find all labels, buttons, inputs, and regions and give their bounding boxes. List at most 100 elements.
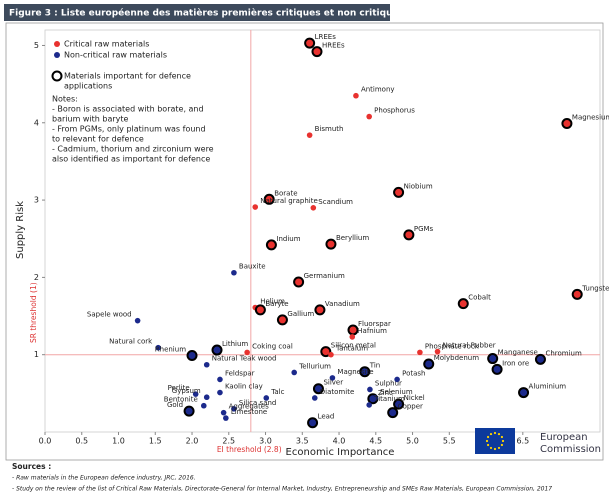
- point-label: Nickel: [404, 394, 425, 402]
- point: [155, 344, 162, 351]
- point-label: Silica sand: [239, 399, 276, 407]
- point-label: Lead: [318, 413, 335, 421]
- point-label: Cobalt: [468, 294, 491, 302]
- point: [263, 395, 270, 401]
- defence-point: [534, 353, 546, 365]
- point: [291, 369, 297, 376]
- point: [328, 351, 334, 358]
- point-label: LREEs: [315, 33, 337, 41]
- eu-star: [489, 446, 493, 450]
- legend-marker: [54, 52, 60, 58]
- chart-frame: [5, 22, 604, 461]
- point-label: Indium: [276, 235, 300, 243]
- legend-marker: [54, 41, 60, 47]
- defence-point: [211, 344, 223, 356]
- point: [329, 375, 336, 381]
- defence-point: [403, 229, 415, 241]
- point-label: Beryllium: [336, 234, 369, 242]
- x-tick-label: 2.5: [222, 437, 235, 446]
- y-axis-label: Supply Risk: [15, 201, 26, 259]
- point-label: Coking coal: [252, 342, 293, 350]
- eu-star: [485, 439, 489, 443]
- legend-label: Non-critical raw materials: [64, 51, 167, 60]
- x-tick-label: 0.0: [39, 437, 52, 446]
- defence-point: [293, 276, 305, 288]
- eu-star: [493, 431, 497, 435]
- defence-point: [359, 366, 371, 378]
- x-axis-label: Economic Importance: [286, 447, 395, 458]
- defence-point: [393, 186, 405, 198]
- point: [306, 132, 313, 138]
- note: - Cadmium, thorium and zirconium were: [52, 145, 214, 154]
- point: [366, 402, 372, 408]
- logo-text: European: [540, 432, 588, 443]
- point-label: Chromium: [545, 349, 582, 357]
- point-label: Kaolin clay: [225, 383, 263, 391]
- defence-point: [314, 304, 326, 316]
- point-label: Potash: [402, 369, 425, 377]
- defence-point: [457, 298, 469, 310]
- eu-star: [500, 443, 504, 447]
- point: [231, 269, 237, 276]
- point-label: Titanium: [373, 395, 405, 403]
- sources-title: Sources :: [12, 462, 51, 471]
- defence-point: [263, 193, 275, 205]
- x-tick-label: 2.0: [186, 437, 199, 446]
- eu-star: [489, 432, 493, 436]
- point: [366, 113, 372, 120]
- point: [200, 402, 207, 409]
- point-label: Hafnium: [357, 327, 387, 335]
- eu-flag: [475, 428, 515, 454]
- point: [203, 361, 210, 368]
- defence-point: [325, 238, 337, 250]
- threshold-label: EI threshold (2.8): [217, 445, 282, 454]
- point-label: Manganese: [498, 349, 538, 357]
- point-label: Baryte: [265, 300, 288, 308]
- y-tick-label: 3: [34, 196, 39, 205]
- defence-point: [307, 417, 319, 429]
- source-line: - Study on the review of the list of Cri…: [12, 486, 552, 493]
- point-label: Magnesium: [572, 114, 609, 122]
- point-label: Natural Teak wood: [212, 355, 277, 363]
- point-label: Sulphur: [375, 379, 402, 387]
- plot-area: [44, 29, 601, 433]
- point-label: Natural Rubber: [443, 342, 496, 350]
- point-label: Scandium: [318, 198, 353, 206]
- point: [220, 409, 227, 416]
- point: [231, 406, 237, 412]
- note: to relevant for defence: [52, 135, 144, 144]
- point-label: Selenium: [380, 388, 413, 396]
- point-label: Magnesite: [337, 368, 373, 376]
- point-label: Iron ore: [502, 359, 529, 367]
- point: [217, 389, 223, 396]
- source-line: - Raw materials in the European defence …: [12, 475, 196, 482]
- defence-point: [186, 349, 198, 361]
- x-tick-label: 5.0: [406, 437, 419, 446]
- point-label: Bentonite: [164, 396, 198, 404]
- point-label: Limestone: [231, 408, 267, 416]
- x-tick-label: 3.5: [296, 437, 309, 446]
- point-label: Talc: [270, 388, 284, 396]
- point-label: HREEs: [322, 42, 345, 50]
- point: [244, 349, 250, 356]
- point-label: Aluminium: [529, 383, 567, 391]
- point: [310, 205, 317, 211]
- defence-point: [491, 363, 503, 375]
- point-label: Diatomite: [320, 388, 354, 396]
- defence-point: [304, 37, 316, 49]
- point-label: Natural graphite: [260, 197, 318, 205]
- point-label: Bauxite: [239, 263, 266, 271]
- defence-point: [487, 353, 499, 365]
- defence-point: [183, 405, 195, 417]
- point-label: Tin: [369, 362, 380, 370]
- point-label: Copper: [398, 403, 423, 411]
- point: [434, 348, 441, 355]
- defence-point: [311, 46, 323, 58]
- point: [417, 349, 423, 356]
- x-tick-label: 1.5: [149, 437, 162, 446]
- note: - Boron is associated with borate, and: [52, 105, 204, 114]
- x-tick-label: 6.5: [516, 437, 529, 446]
- defence-point: [423, 358, 435, 370]
- eu-star: [497, 432, 501, 436]
